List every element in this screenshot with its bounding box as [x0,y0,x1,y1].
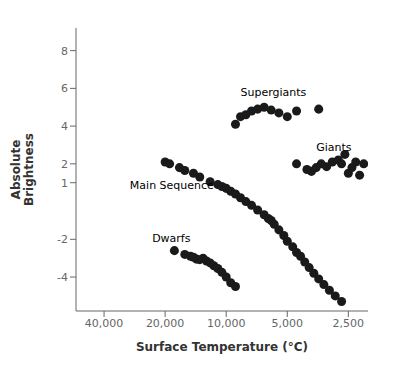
svg-text:4: 4 [61,120,68,133]
svg-text:40,000: 40,000 [85,317,124,330]
svg-text:Dwarfs: Dwarfs [152,232,191,245]
svg-text:AbsoluteBrightness: AbsoluteBrightness [9,133,36,206]
svg-text:-2: -2 [57,233,68,246]
svg-text:-4: -4 [57,271,68,284]
svg-text:10,000: 10,000 [207,317,246,330]
svg-text:2,500: 2,500 [333,317,365,330]
svg-text:Giants: Giants [316,141,352,154]
svg-text:2: 2 [61,158,68,171]
svg-text:Supergiants: Supergiants [241,86,307,99]
svg-text:6: 6 [61,82,68,95]
svg-text:1: 1 [61,177,68,190]
svg-text:20,000: 20,000 [146,317,185,330]
svg-text:Main Sequence: Main Sequence [130,179,214,192]
svg-text:Surface Temperature (°C): Surface Temperature (°C) [136,340,308,354]
svg-text:8: 8 [61,45,68,58]
svg-text:5,000: 5,000 [272,317,304,330]
